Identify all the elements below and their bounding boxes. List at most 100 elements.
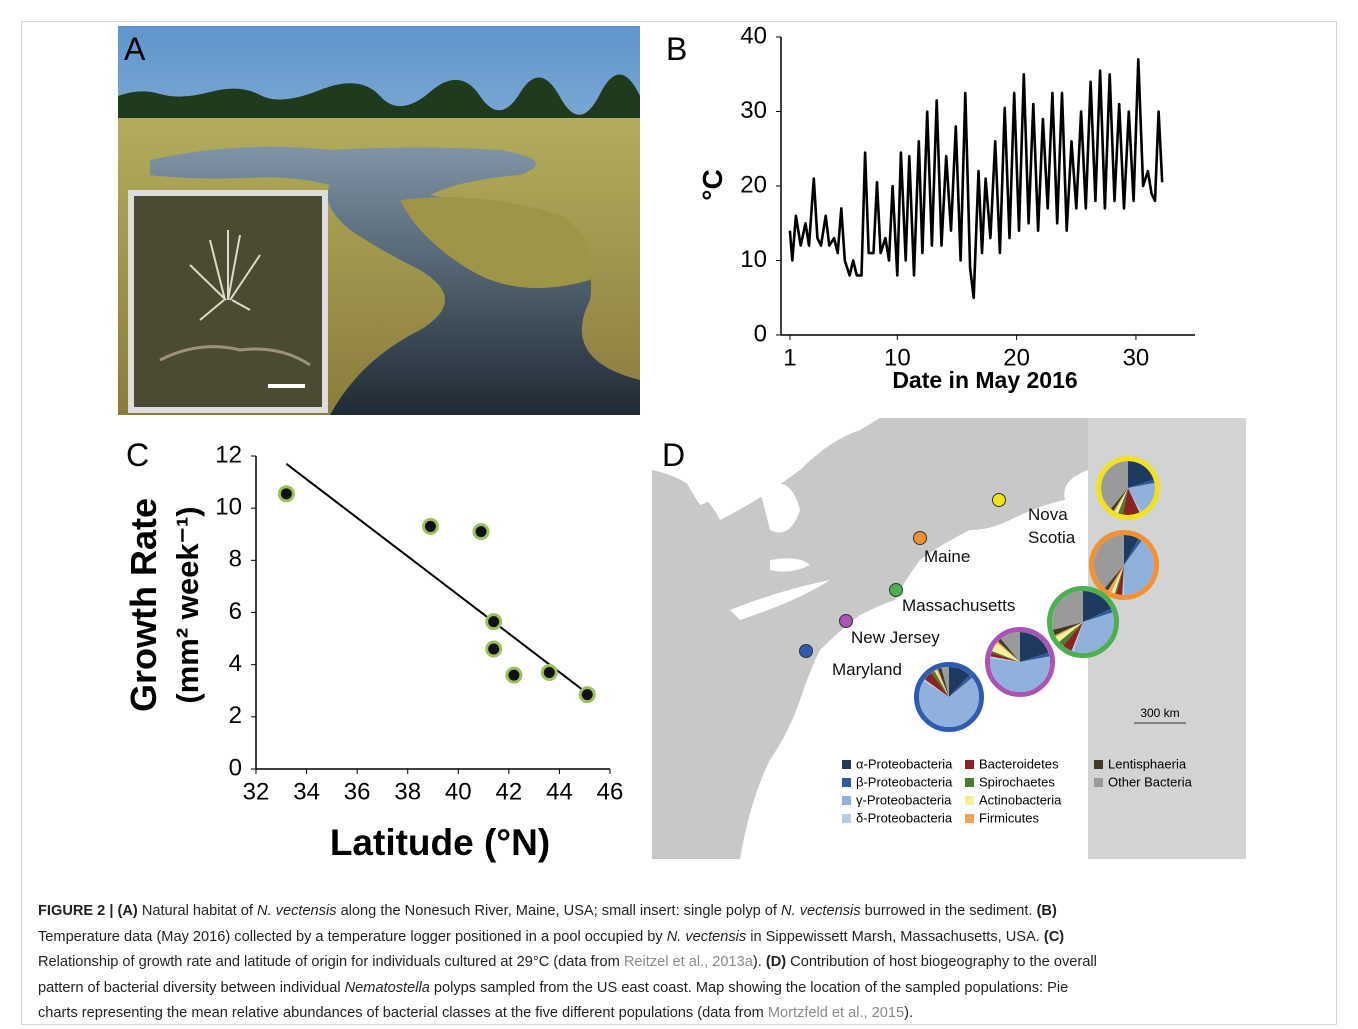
y-tick-label: 12 <box>215 441 242 468</box>
grass-island <box>400 197 592 288</box>
legend-swatch <box>842 760 851 769</box>
caption-text: burrowed in the sediment. <box>860 903 1037 919</box>
panel-label: B <box>666 31 687 67</box>
legend-label: Spirochaetes <box>979 774 1055 789</box>
legend-swatch <box>965 796 974 805</box>
y-tick-label: 6 <box>229 598 242 625</box>
pie-slice <box>1114 565 1124 595</box>
pie-ring <box>1047 586 1119 658</box>
x-tick-label: 10 <box>884 344 911 371</box>
panel-label: D <box>662 437 685 473</box>
site-marker <box>992 493 1006 507</box>
x-tick-label: 44 <box>546 778 573 805</box>
data-point <box>277 485 295 503</box>
legend-label: γ-Proteobacteria <box>856 792 952 807</box>
pie-slice <box>1111 565 1124 594</box>
caption-line: Temperature data (May 2016) collected by… <box>38 928 1064 946</box>
y-tick-label: 20 <box>740 171 767 198</box>
pie-slice <box>1104 565 1124 591</box>
data-point <box>485 613 503 631</box>
pie-slice <box>1063 622 1083 651</box>
pie-slice <box>1052 622 1083 636</box>
pie-slice <box>1055 622 1083 642</box>
site-label: Maine <box>924 547 971 566</box>
trend-line <box>285 463 588 695</box>
pie <box>1096 456 1160 520</box>
pie-slice <box>1110 488 1128 511</box>
pie-slice <box>1122 488 1140 515</box>
panel-label: C <box>126 437 149 473</box>
caption-text: Contribution of host biogeography to the… <box>786 954 1097 970</box>
legend-label: Firmicutes <box>979 810 1039 825</box>
legend-label: Bacteroidetes <box>979 756 1059 771</box>
pie-slice <box>1124 540 1154 595</box>
site-label: New Jersey <box>851 628 940 647</box>
pie-slice <box>924 672 949 697</box>
pie-slice <box>1128 479 1155 488</box>
site-marker <box>839 614 853 628</box>
caption-line: pattern of bacterial diversity between i… <box>38 979 1068 997</box>
y-tick-label: 8 <box>229 546 242 573</box>
x-tick-label: 46 <box>597 778 624 805</box>
y-tick-label: 10 <box>740 246 767 273</box>
panel-label: A <box>124 31 146 67</box>
caption-text: N. vectensis <box>666 928 747 945</box>
pie-ring <box>914 662 984 732</box>
caption-text: Nematostella <box>344 979 430 996</box>
caption-text: charts representing the mean relative ab… <box>38 1005 768 1021</box>
legend-swatch <box>1094 778 1103 787</box>
y-tick-label: 0 <box>229 754 242 781</box>
pie-slice <box>1073 612 1114 653</box>
pie-slice <box>949 667 970 697</box>
data-point <box>421 517 439 535</box>
legend-label: α-Proteobacteria <box>856 756 953 771</box>
x-axis-label: Date in May 2016 <box>892 367 1077 393</box>
pie-slice <box>1020 652 1050 662</box>
caption-text: (D) <box>765 954 787 970</box>
data-point <box>540 663 558 681</box>
pie-slice <box>941 667 949 697</box>
legend-swatch <box>965 760 974 769</box>
y-tick-label: 2 <box>229 702 242 729</box>
pie-slice <box>1051 591 1083 630</box>
pie-slice <box>1071 622 1083 652</box>
pie-slice <box>923 679 949 697</box>
pie-slice <box>1124 535 1139 565</box>
pie <box>1047 586 1119 658</box>
x-axis-label: Latitude (°N) <box>330 822 550 863</box>
y-tick-label: 0 <box>754 320 767 347</box>
caption-line: charts representing the mean relative ab… <box>38 1004 913 1022</box>
caption-text: Mortzfeld et al., 2015 <box>767 1005 905 1021</box>
caption-text: ). <box>904 1005 914 1021</box>
caption-text: N. vectensis <box>781 903 861 919</box>
pie-slice <box>992 642 1020 662</box>
site-marker <box>913 531 927 545</box>
pie-slice <box>1118 488 1128 515</box>
pie-slice <box>919 677 980 728</box>
caption-text: N. vectensis <box>257 903 337 919</box>
y-axis-label: Growth Rate <box>123 498 164 712</box>
pie-slice <box>1113 488 1128 512</box>
caption-text: ). <box>752 954 766 970</box>
pie-ring <box>985 627 1055 697</box>
caption-text: Reitzel et al., 2013a <box>623 954 753 970</box>
data-point <box>485 640 503 658</box>
x-tick-label: 36 <box>344 778 371 805</box>
x-tick-label: 42 <box>496 778 523 805</box>
caption-text: polyps sampled from the US east coast. M… <box>429 979 1069 996</box>
inset-photo <box>128 190 328 413</box>
pie-slice <box>990 656 1051 693</box>
caption-text: Relationship of growth rate and latitude… <box>38 954 624 970</box>
site-label: Nova Scotia <box>1028 505 1076 547</box>
site-label: Maryland <box>832 660 902 679</box>
pie-slice <box>990 656 1020 662</box>
caption-text: (B) <box>1036 903 1057 919</box>
x-tick-label: 1 <box>783 344 796 371</box>
photo: A <box>118 26 640 415</box>
x-tick-label: 20 <box>1003 344 1030 371</box>
legend-swatch <box>842 778 851 787</box>
y-tick-label: 4 <box>229 650 242 677</box>
caption-text: in Sippewissett Marsh, Massachusetts, US… <box>746 928 1044 945</box>
legend-swatch <box>842 796 851 805</box>
